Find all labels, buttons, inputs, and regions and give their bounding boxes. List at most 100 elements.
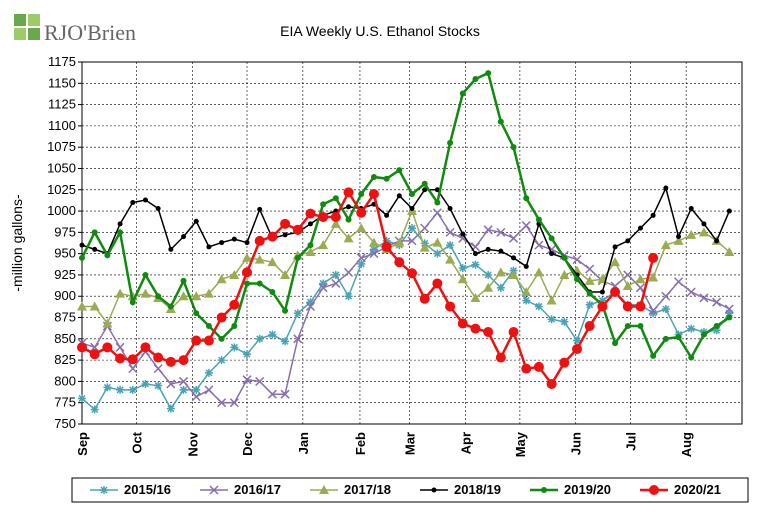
marker <box>598 296 607 305</box>
point <box>460 231 466 237</box>
logo-square <box>14 28 26 40</box>
point <box>319 279 328 288</box>
x-tick-label: Feb <box>353 432 368 455</box>
point <box>282 232 288 238</box>
marker <box>458 233 468 243</box>
point <box>523 263 529 269</box>
point <box>622 301 633 312</box>
point <box>483 225 493 235</box>
marker <box>585 264 595 274</box>
point <box>281 337 290 346</box>
point <box>585 264 595 274</box>
point <box>127 354 138 365</box>
marker <box>257 206 263 212</box>
marker <box>102 342 113 353</box>
marker <box>117 221 123 227</box>
marker <box>305 301 315 311</box>
point <box>166 404 175 413</box>
x-tick-label: Mar <box>402 432 417 455</box>
marker <box>141 379 150 388</box>
point <box>495 267 506 277</box>
marker <box>204 385 214 395</box>
marker <box>496 227 506 237</box>
point <box>129 299 136 306</box>
marker <box>216 312 227 323</box>
marker <box>381 241 392 252</box>
marker <box>459 90 466 97</box>
point <box>117 229 124 236</box>
marker <box>90 405 99 414</box>
marker <box>714 238 720 244</box>
marker <box>357 259 366 268</box>
marker <box>650 212 656 218</box>
marker <box>586 290 593 297</box>
point <box>255 334 264 343</box>
point <box>394 257 405 268</box>
point <box>483 282 494 292</box>
marker <box>267 257 278 267</box>
point <box>485 246 491 252</box>
point <box>396 193 402 199</box>
point <box>193 218 199 224</box>
point <box>459 90 466 97</box>
point <box>432 237 443 247</box>
marker <box>281 337 290 346</box>
marker <box>332 195 339 202</box>
point <box>470 323 481 334</box>
marker <box>446 241 455 250</box>
marker <box>559 269 570 279</box>
marker <box>635 283 645 293</box>
marker <box>102 318 113 328</box>
point <box>625 238 631 244</box>
marker <box>305 246 316 256</box>
point <box>115 353 126 364</box>
marker <box>546 378 557 389</box>
marker <box>166 404 175 413</box>
marker <box>509 233 519 243</box>
point <box>128 385 137 394</box>
marker <box>79 242 85 248</box>
point <box>508 327 519 338</box>
point <box>510 144 517 151</box>
marker <box>115 288 126 298</box>
marker <box>610 257 621 267</box>
point <box>153 364 163 374</box>
point <box>382 236 391 245</box>
point <box>102 318 113 328</box>
point <box>255 376 265 386</box>
point <box>90 405 99 414</box>
marker <box>280 389 290 399</box>
point <box>78 394 86 403</box>
marker <box>483 327 494 338</box>
marker <box>292 224 303 235</box>
marker <box>635 301 646 312</box>
marker <box>394 257 405 268</box>
point <box>724 304 734 314</box>
marker <box>180 277 187 284</box>
point <box>128 364 138 374</box>
marker <box>255 334 264 343</box>
marker <box>560 317 569 326</box>
point <box>674 277 684 287</box>
marker <box>541 487 547 493</box>
point <box>661 291 671 301</box>
marker <box>217 356 226 365</box>
marker <box>612 340 619 347</box>
marker <box>396 193 402 199</box>
marker <box>256 280 263 287</box>
marker <box>267 389 277 399</box>
point <box>661 305 670 314</box>
point <box>305 301 315 311</box>
marker <box>599 289 605 295</box>
marker <box>726 314 733 321</box>
marker <box>127 354 138 365</box>
point <box>206 244 212 250</box>
point <box>155 206 161 212</box>
point <box>649 309 658 318</box>
marker <box>331 278 341 288</box>
point <box>637 225 643 231</box>
point <box>495 352 506 363</box>
point <box>368 237 379 247</box>
point <box>115 288 126 298</box>
